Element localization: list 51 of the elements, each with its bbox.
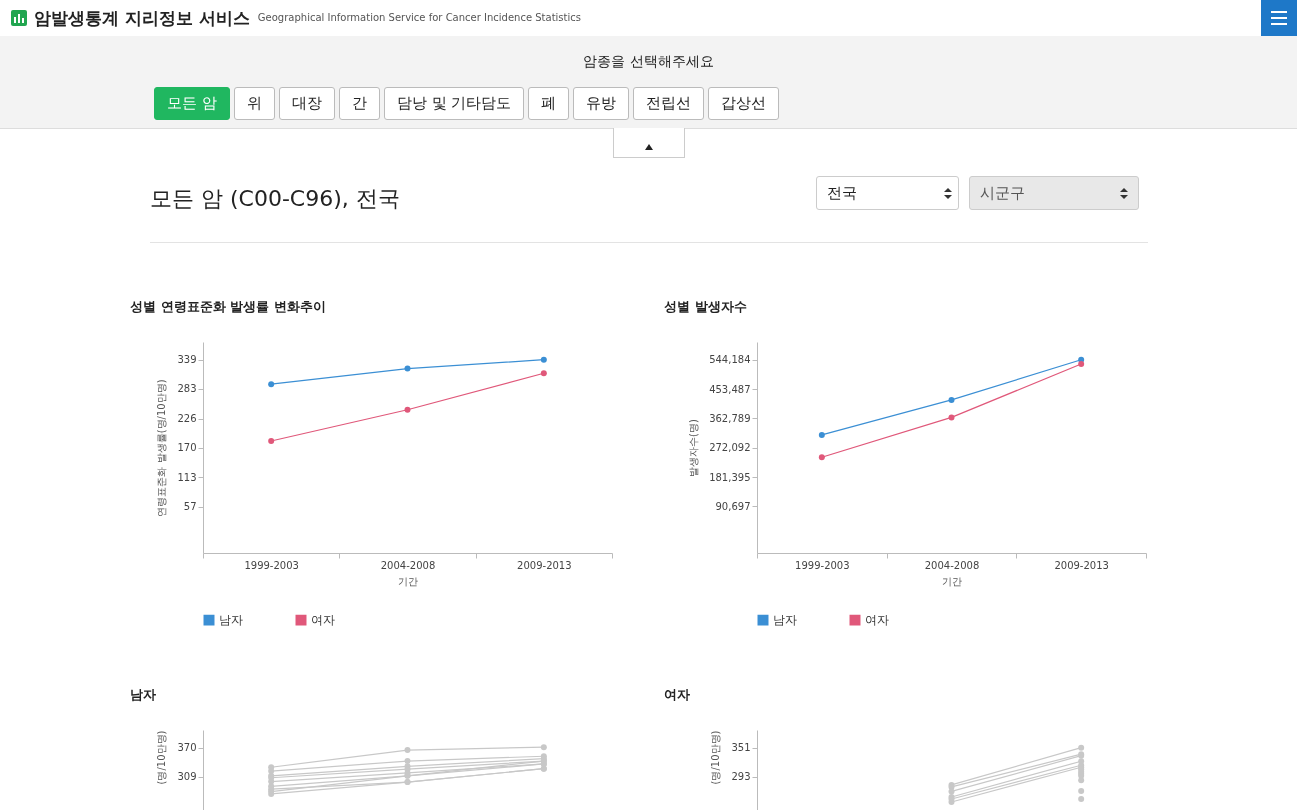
text: 간 [338, 87, 380, 120]
y-tick-label: 339 [177, 354, 197, 366]
x-tick-label: 2009-2013 [1054, 559, 1109, 571]
y-tick-label: 57 [183, 501, 197, 513]
y-axis-title: (명/10만명) [156, 730, 168, 785]
text: 모든 암 (C00-C96), 전국 [150, 185, 400, 213]
y-tick-label: 293 [731, 771, 751, 783]
y-tick-label: 453,487 [709, 383, 751, 395]
y-tick-label: 226 [177, 413, 197, 425]
chart-title: 성별 연령표준화 발생률 변화추이 [130, 299, 326, 314]
x-tick-label: 1999-2003 [795, 559, 850, 571]
text: Geographical Information Service for Cancer Incidence Statistics [257, 12, 581, 23]
y-tick-label: 170 [177, 442, 197, 454]
legend-label: 여자 [865, 613, 889, 628]
y-tick-label: 309 [177, 771, 197, 783]
y-axis-title: 발생자수(명) [688, 419, 700, 477]
x-axis-title: 기간 [942, 575, 962, 587]
chart-title: 여자 [664, 687, 690, 702]
text: 폐 [528, 87, 570, 120]
y-tick-label: 351 [731, 742, 751, 754]
chart-title: 성별 발생자수 [664, 299, 747, 314]
y-tick-label: 181,395 [709, 471, 751, 483]
text: 모든 암 [154, 87, 230, 120]
y-tick-label: 362,789 [709, 412, 751, 424]
legend-label: 남자 [219, 613, 243, 628]
y-tick-label: 544,184 [709, 354, 751, 366]
text: 갑상선 [708, 87, 780, 120]
y-axis-title: 연령표준화 발생률(명/10만명) [156, 379, 168, 517]
y-tick-label: 272,092 [709, 442, 751, 454]
text: 전립선 [633, 87, 705, 120]
text: 위 [233, 87, 275, 120]
legend-label: 여자 [311, 613, 335, 628]
text: 시군구 [969, 176, 1139, 210]
y-tick-label: 90,697 [715, 501, 751, 512]
y-tick-label: 283 [177, 383, 197, 395]
x-tick-label: 1999-2003 [244, 559, 299, 571]
x-axis-title: 기간 [398, 575, 418, 587]
text: 암발생통계 지리정보 서비스 [34, 7, 250, 30]
chart-title: 남자 [130, 687, 156, 702]
y-axis-title: (명/10만명) [710, 730, 722, 785]
text: 유방 [573, 87, 630, 120]
text: 대장 [278, 87, 335, 120]
text: 전국 [816, 176, 959, 210]
text: 암종을 선택해주세요 [582, 53, 715, 71]
x-tick-label: 2009-2013 [517, 559, 572, 571]
text: 담낭 및 기타담도 [383, 87, 525, 120]
y-tick-label: 370 [177, 742, 197, 754]
x-tick-label: 2004-2008 [380, 559, 436, 571]
y-tick-label: 113 [177, 471, 197, 483]
legend-label: 남자 [773, 613, 797, 628]
x-tick-label: 2004-2008 [924, 559, 980, 571]
